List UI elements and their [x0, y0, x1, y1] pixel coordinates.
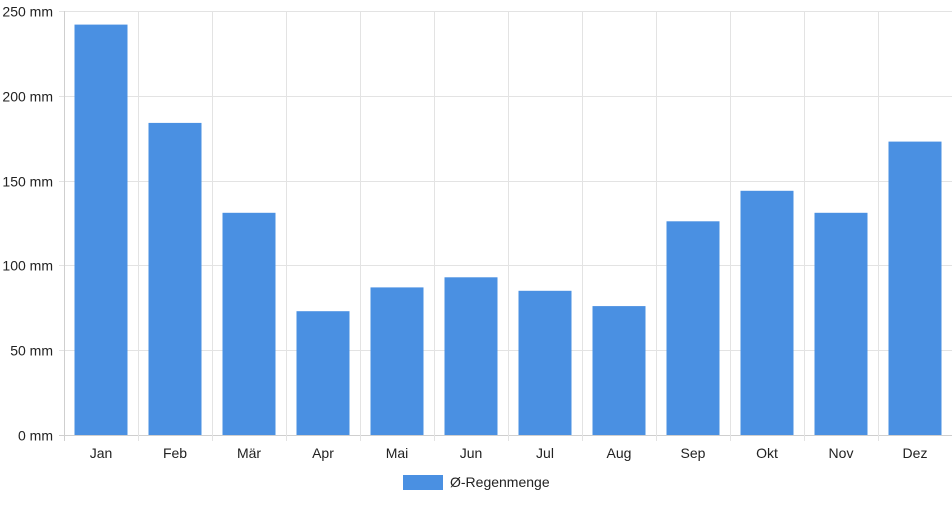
y-tick-label: 200 mm — [2, 89, 53, 105]
x-tick-label: Okt — [756, 445, 778, 461]
grid-layer — [59, 11, 952, 441]
x-tick-label: Feb — [163, 445, 187, 461]
bars-layer — [74, 24, 942, 436]
y-tick-label: 250 mm — [2, 4, 53, 20]
x-tick-label: Nov — [829, 445, 854, 461]
bar-jun[interactable] — [444, 277, 498, 435]
x-tick-label: Sep — [681, 445, 706, 461]
x-tick-label: Aug — [607, 445, 632, 461]
legend-label[interactable]: Ø-Regenmenge — [450, 474, 550, 490]
bar-jul[interactable] — [518, 290, 572, 435]
bar-mai[interactable] — [370, 287, 424, 435]
bar-apr[interactable] — [296, 311, 350, 435]
y-tick-label: 50 mm — [10, 343, 53, 359]
bar-jan[interactable] — [74, 24, 128, 435]
bar-nov[interactable] — [814, 212, 868, 435]
x-tick-label: Jun — [460, 445, 483, 461]
x-tick-label: Jan — [90, 445, 113, 461]
y-tick-label: 100 mm — [2, 258, 53, 274]
x-tick-label: Jul — [536, 445, 554, 461]
x-tick-label: Dez — [903, 445, 928, 461]
bar-okt[interactable] — [740, 190, 794, 435]
x-tick-label: Mär — [237, 445, 261, 461]
x-tick-label: Apr — [312, 445, 334, 461]
x-tick-label: Mai — [386, 445, 409, 461]
bar-dez[interactable] — [888, 141, 942, 435]
bar-feb[interactable] — [148, 122, 202, 436]
y-tick-label: 150 mm — [2, 174, 53, 190]
legend[interactable]: Ø-Regenmenge — [403, 474, 550, 490]
bar-aug[interactable] — [592, 306, 646, 435]
bar-sep[interactable] — [666, 221, 720, 435]
axis-layer: 0 mm 50 mm 100 mm 150 mm 200 mm 250 mm Jan Feb M… — [2, 4, 927, 462]
bar-mär[interactable] — [222, 212, 276, 435]
legend-swatch[interactable] — [403, 475, 443, 490]
y-tick-label: 0 mm — [18, 428, 53, 444]
